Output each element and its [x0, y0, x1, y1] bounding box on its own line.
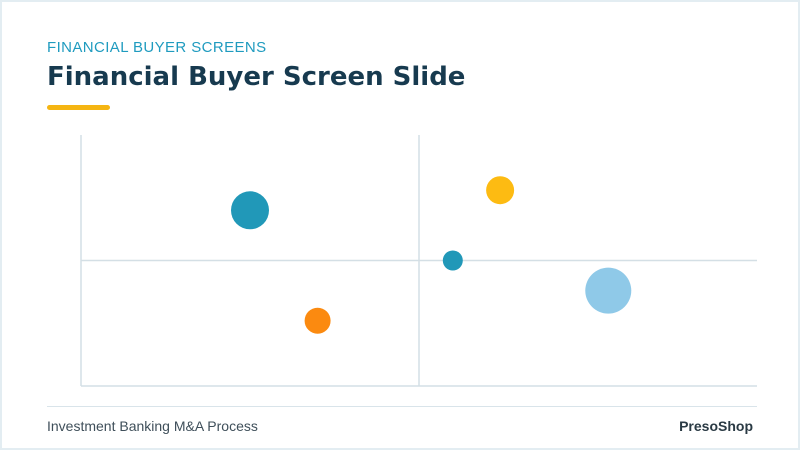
footer-brand: PresoShop [679, 418, 753, 434]
bubble-point-1 [231, 191, 269, 230]
section-kicker: FINANCIAL BUYER SCREENS [47, 39, 267, 56]
footer-divider [47, 406, 757, 407]
slide-title: Financial Buyer Screen Slide [47, 62, 466, 92]
chart-bubbles [231, 176, 632, 334]
bubble-point-2 [486, 176, 515, 205]
title-accent-bar [47, 105, 110, 110]
footer-caption: Investment Banking M&A Process [47, 418, 258, 434]
bubble-point-5 [304, 307, 331, 334]
chart-axes [80, 135, 757, 387]
bubble-point-3 [442, 250, 463, 271]
bubble-point-4 [585, 267, 632, 314]
